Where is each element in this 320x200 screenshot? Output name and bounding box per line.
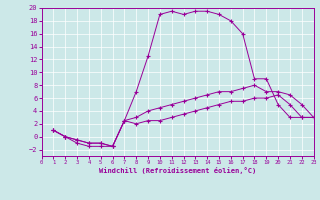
X-axis label: Windchill (Refroidissement éolien,°C): Windchill (Refroidissement éolien,°C) xyxy=(99,167,256,174)
